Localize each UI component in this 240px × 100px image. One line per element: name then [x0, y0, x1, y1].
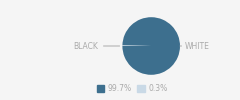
Text: BLACK: BLACK	[73, 42, 120, 50]
Wedge shape	[122, 17, 180, 75]
Legend: 99.7%, 0.3%: 99.7%, 0.3%	[94, 81, 170, 96]
Text: WHITE: WHITE	[180, 42, 209, 50]
